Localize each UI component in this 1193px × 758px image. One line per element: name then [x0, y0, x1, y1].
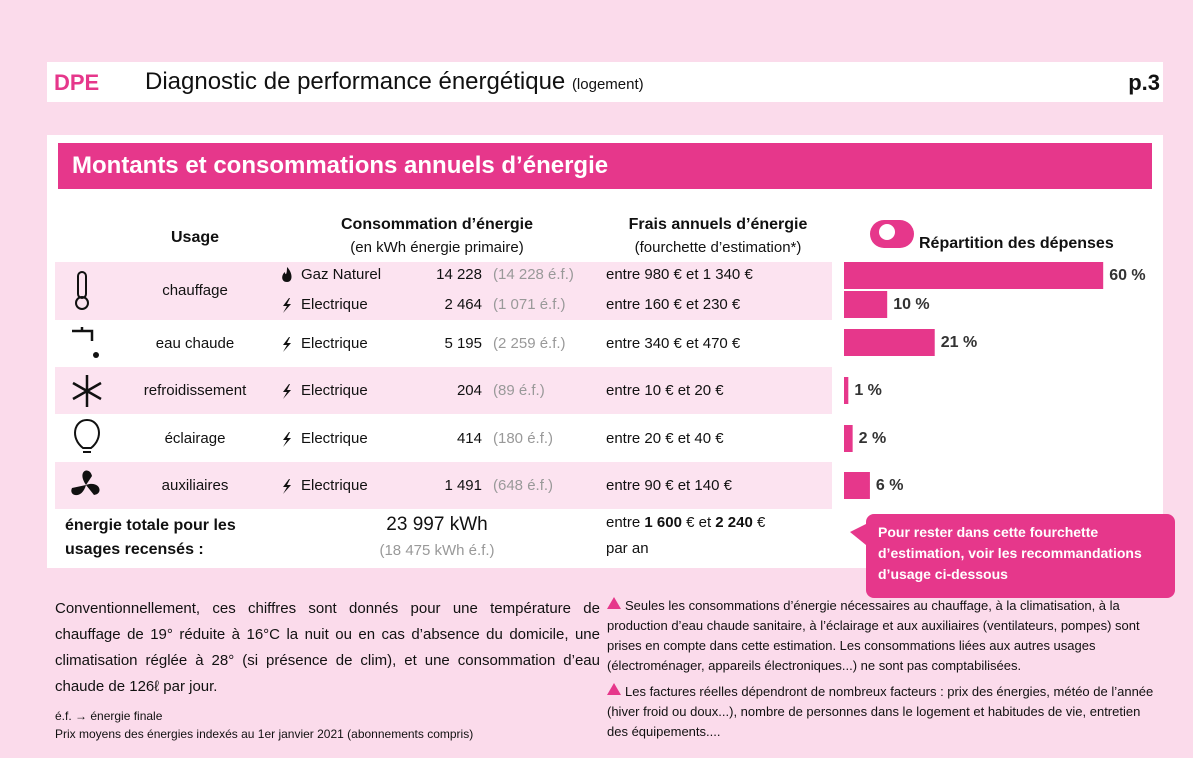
electric-icon — [283, 337, 291, 352]
final: (2 259 é.f.) — [493, 335, 566, 352]
energy: Electrique — [301, 430, 368, 447]
header-code: DPE — [54, 70, 100, 95]
col-costs-note: (fourchette d’estimation*) — [634, 239, 802, 256]
energy: Electrique — [301, 477, 368, 494]
row-band — [55, 462, 832, 509]
share-label: 6 % — [876, 477, 904, 494]
total-period: par an — [606, 540, 649, 557]
col-share: Répartition des dépenses — [919, 235, 1114, 252]
cost: entre 160 € et 230 € — [606, 296, 741, 313]
cost: entre 340 € et 470 € — [606, 335, 741, 352]
share-bar — [844, 291, 888, 318]
primary: 5 195 — [444, 335, 482, 352]
primary: 14 228 — [436, 266, 482, 283]
electric-icon — [283, 432, 291, 447]
final: (14 228 é.f.) — [493, 266, 574, 283]
subtitle: (logement) — [571, 76, 644, 93]
conditions: Conventionnellement, ces chiffres sont d… — [55, 600, 600, 695]
col-usage: Usage — [170, 229, 220, 246]
header-title: Diagnostic de performance énergétique (l… — [145, 68, 644, 96]
col-costs: Frais annuels d’énergie — [628, 216, 808, 233]
cost-high: 2 240 — [715, 514, 753, 531]
row-band — [55, 367, 832, 414]
tap-icon — [72, 327, 94, 341]
final: (1 071 é.f.) — [493, 296, 566, 313]
cost: entre 980 € et 1 340 € — [606, 266, 753, 283]
warning: Les factures réelles dépendront de nombr… — [607, 684, 1154, 739]
bulb-icon — [74, 418, 100, 453]
warning-icon — [607, 597, 621, 609]
total-primary: 23 997 kWh — [386, 514, 488, 535]
gas-icon — [282, 267, 292, 282]
total-cost: entre 1 600 € et 2 240 € — [606, 514, 765, 531]
share-bar — [844, 377, 849, 404]
drop-icon — [93, 352, 99, 358]
note: é.f. → énergie finale — [55, 709, 163, 723]
usage: refroidissement — [143, 382, 247, 399]
usage: chauffage — [162, 282, 228, 299]
cost: entre 90 € et 140 € — [606, 477, 732, 494]
share-bar — [844, 262, 1104, 289]
cost-low: 1 600 — [644, 514, 682, 531]
usage: auxiliaires — [161, 477, 229, 494]
energy: Electrique — [301, 382, 368, 399]
energy: Electrique — [301, 335, 368, 352]
share-bar — [844, 329, 935, 356]
energy: Electrique — [301, 296, 368, 313]
share-label: 60 % — [1109, 267, 1145, 284]
share-label: 10 % — [893, 296, 929, 313]
piggy-coin — [879, 224, 895, 240]
page-number: p.3 — [1128, 70, 1160, 95]
share-label: 21 % — [941, 334, 977, 351]
cost-suffix: € — [757, 514, 766, 531]
primary: 204 — [456, 382, 482, 399]
usage: eau chaude — [155, 335, 235, 352]
header-band — [47, 62, 1163, 102]
fan-icon — [71, 470, 100, 496]
cost-prefix: entre — [606, 514, 641, 531]
energy: Gaz Naturel — [301, 266, 382, 283]
warning: Seules les consommations d’énergie néces… — [607, 598, 1140, 673]
share-bar — [844, 425, 853, 452]
final: (648 é.f.) — [493, 477, 554, 494]
electric-icon — [283, 384, 291, 399]
electric-icon — [283, 479, 291, 494]
thermometer-icon — [75, 296, 89, 310]
total-final: (18 475 kWh é.f.) — [379, 542, 495, 559]
share-label: 1 % — [854, 382, 882, 399]
row-band — [55, 262, 832, 320]
usage: éclairage — [164, 430, 226, 447]
cost: entre 10 € et 20 € — [606, 382, 724, 399]
share-bar — [844, 472, 870, 499]
primary: 414 — [456, 430, 482, 447]
final: (180 é.f.) — [493, 430, 554, 447]
snowflake-icon — [72, 375, 102, 407]
total-label: énergie totale pour les usages recensés … — [65, 517, 236, 558]
primary: 1 491 — [444, 477, 482, 494]
primary: 2 464 — [444, 296, 482, 313]
electric-icon — [283, 298, 291, 313]
final: (89 é.f.) — [493, 382, 545, 399]
callout: Pour rester dans cette fourchette d’esti… — [866, 514, 1175, 598]
callout-pointer — [850, 524, 866, 545]
note: Prix moyens des énergies indexés au 1er … — [55, 727, 474, 741]
title: Diagnostic de performance énergétique — [145, 68, 566, 95]
cost-mid: € et — [686, 514, 712, 531]
share-label: 2 % — [859, 430, 887, 447]
section-title: Montants et consommations annuels d’éner… — [58, 143, 1152, 189]
cost: entre 20 € et 40 € — [606, 430, 724, 447]
warning-icon — [607, 683, 621, 695]
col-consumption-unit: (en kWh énergie primaire) — [350, 239, 524, 256]
col-consumption: Consommation d’énergie — [340, 216, 534, 233]
